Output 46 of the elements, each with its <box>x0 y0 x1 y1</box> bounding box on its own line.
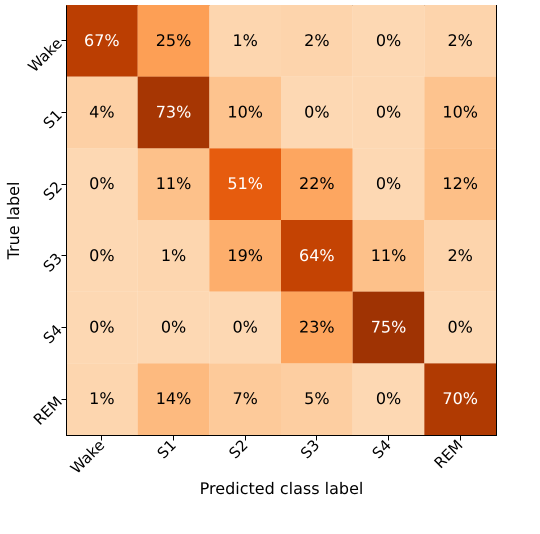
data-label: 0% <box>232 318 258 336</box>
data-label: 1% <box>89 389 115 408</box>
data-label: 73% <box>156 102 192 122</box>
data-label: 2% <box>447 30 473 50</box>
data-label: 25% <box>156 30 192 50</box>
data-label: 11% <box>156 174 192 194</box>
data-label: 1% <box>232 30 258 50</box>
x-tick-label: S1 <box>154 436 180 462</box>
y-axis-title: True label <box>4 182 23 260</box>
data-label: 51% <box>227 174 263 194</box>
data-label: 67% <box>84 30 120 50</box>
x-tick-label: S2 <box>225 436 252 462</box>
y-tick-label: S1 <box>40 106 66 132</box>
x-tick-label: S3 <box>296 436 324 462</box>
x-axis-title: Predicted class label <box>200 478 364 498</box>
y-tick-label: S2 <box>40 178 66 204</box>
data-label: 10% <box>227 102 263 122</box>
data-label: 0% <box>447 318 473 336</box>
data-label: 0% <box>304 102 330 122</box>
data-label: 0% <box>376 389 402 408</box>
y-tick-label: S4 <box>40 321 66 348</box>
data-label: 2% <box>447 246 473 265</box>
data-label: 75% <box>370 318 406 336</box>
data-label: 0% <box>376 174 402 194</box>
data-label: 11% <box>370 246 406 265</box>
data-label: 0% <box>89 318 115 336</box>
data-label: 12% <box>442 174 478 194</box>
data-label: 0% <box>89 246 115 265</box>
data-label: 19% <box>227 246 263 265</box>
data-label: 7% <box>232 389 258 408</box>
data-label: 70% <box>442 389 478 408</box>
data-label: 5% <box>304 389 330 408</box>
data-label: 23% <box>299 318 335 336</box>
x-tick-label: S4 <box>368 436 395 462</box>
data-label: 0% <box>376 30 402 50</box>
data-label: 1% <box>160 246 186 265</box>
data-label: 64% <box>299 246 335 265</box>
data-label: 2% <box>304 30 330 50</box>
data-label: 0% <box>376 102 402 122</box>
y-tick-label: S3 <box>40 249 66 276</box>
data-label: 4% <box>89 102 115 122</box>
data-label: 22% <box>299 174 335 194</box>
data-label: 0% <box>160 318 186 336</box>
data-label: 14% <box>156 389 192 408</box>
data-label: 0% <box>89 174 115 194</box>
data-label: 10% <box>442 102 478 122</box>
